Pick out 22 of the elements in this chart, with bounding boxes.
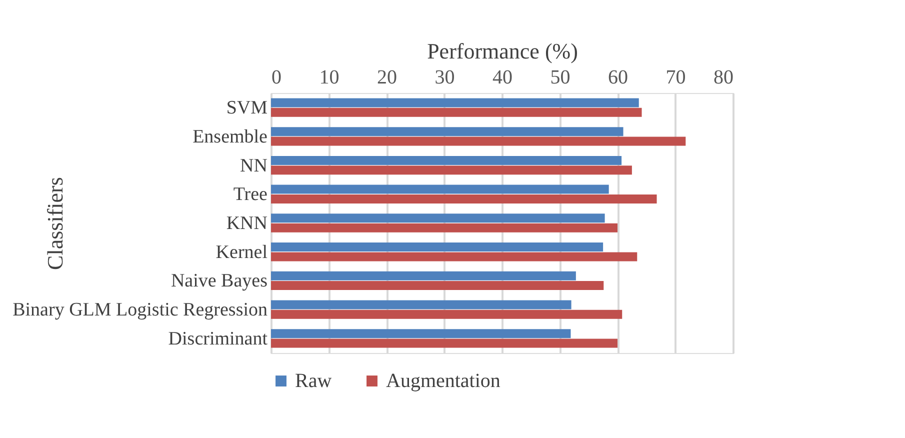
- y-tick-label: SVM: [226, 98, 268, 119]
- x-tick-label: 80: [714, 66, 734, 88]
- y-tick-label: Naive Bayes: [170, 270, 268, 292]
- x-tick-label: 30: [434, 66, 455, 88]
- y-tick-label: Discriminant: [168, 328, 268, 350]
- x-axis-title: Performance (%): [427, 38, 578, 64]
- y-tick-label: Tree: [233, 184, 268, 206]
- x-tick-label: 60: [608, 66, 628, 88]
- x-tick-label: 0: [272, 66, 282, 88]
- x-tick-label: 40: [492, 66, 512, 88]
- x-tick-label: 50: [550, 66, 570, 88]
- y-tick-label: Ensemble: [192, 126, 268, 148]
- y-tick-label: NN: [240, 155, 268, 176]
- x-tick-label: 10: [319, 66, 340, 88]
- y-axis-title: Classifiers: [42, 177, 68, 270]
- legend-label: Raw: [295, 370, 332, 392]
- y-tick-label: Binary GLM Logistic Regression: [12, 300, 268, 321]
- y-tick-label: KNN: [226, 213, 268, 234]
- y-tick-label: Kernel: [216, 242, 268, 263]
- x-tick-label: 70: [666, 66, 686, 88]
- legend-label: Augmentation: [386, 370, 500, 392]
- x-tick-label: 20: [377, 66, 397, 88]
